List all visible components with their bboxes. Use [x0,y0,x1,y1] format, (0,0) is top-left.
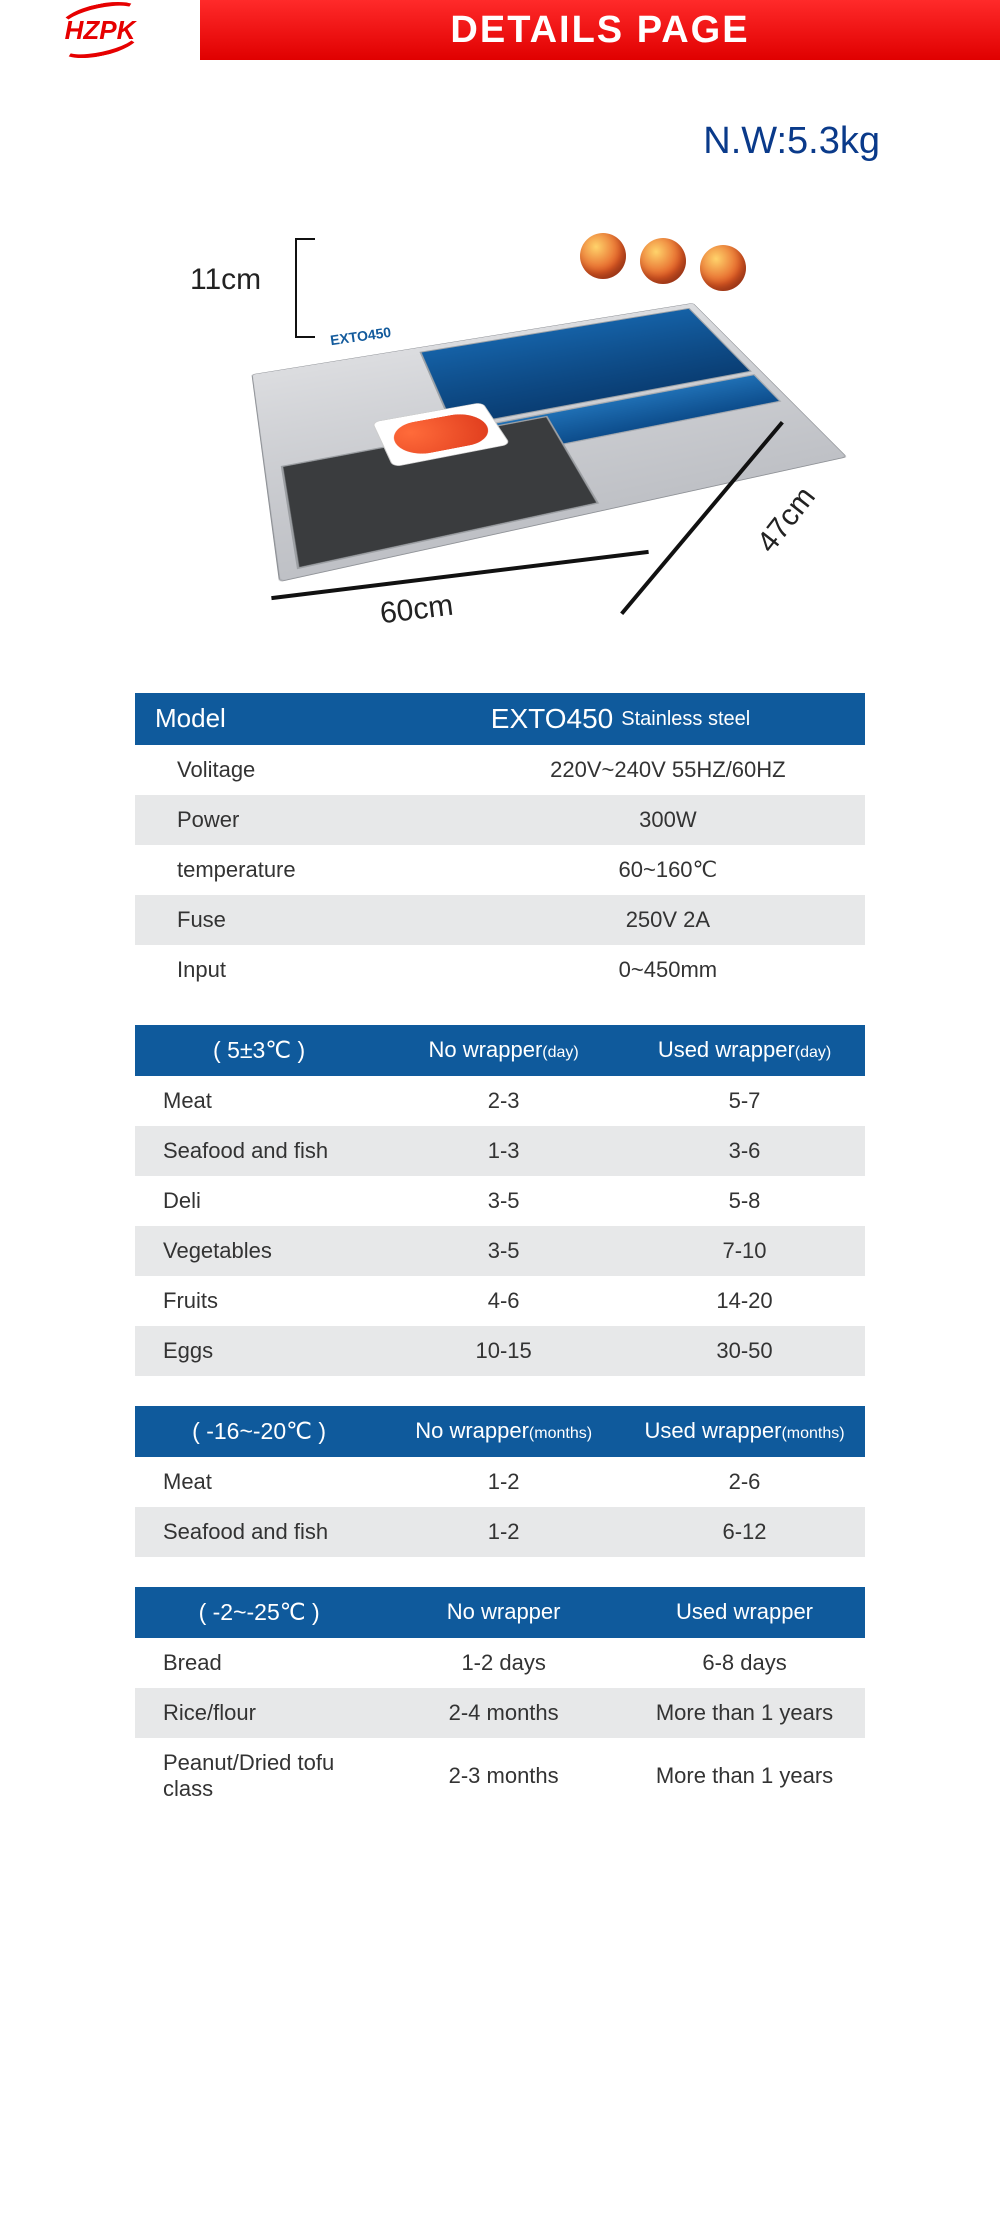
storage-no-wrapper: 4-6 [383,1276,624,1326]
dimension-depth: 47cm [751,481,823,560]
spec-value: 300W [471,795,865,845]
storage-used-wrapper: 6-8 days [624,1638,865,1688]
spec-row: Volitage220V~240V 55HZ/60HZ [135,745,865,795]
spec-value: 220V~240V 55HZ/60HZ [471,745,865,795]
storage-row: Meat2-35-7 [135,1076,865,1126]
storage-item: Seafood and fish [135,1126,383,1176]
storage-no-wrapper: 2-3 [383,1076,624,1126]
storage-item: Eggs [135,1326,383,1376]
spec-header-model: Model [135,693,471,745]
weight-value: 5.3kg [787,120,880,162]
spec-label: Fuse [135,895,471,945]
storage-row: Fruits4-614-20 [135,1276,865,1326]
spec-label: Input [135,945,471,995]
storage-row: Rice/flour2-4 monthsMore than 1 years [135,1688,865,1738]
model-tag: EXTO450 [329,324,392,348]
storage-item: Fruits [135,1276,383,1326]
weight-label: N.W: [703,120,787,162]
spec-row: Power300W [135,795,865,845]
storage-item: Deli [135,1176,383,1226]
storage-no-wrapper: 10-15 [383,1326,624,1376]
col-used-wrapper: Used wrapper(months) [624,1406,865,1457]
spec-table: Model EXTO450 Stainless steel Volitage22… [135,693,865,995]
storage-row: Eggs10-1530-50 [135,1326,865,1376]
spec-value: 250V 2A [471,895,865,945]
temp-range: ( -16~-20℃ ) [135,1406,383,1457]
spec-row: Fuse250V 2A [135,895,865,945]
product-diagram: 11cm EXTO450 60cm 47cm [120,183,880,643]
storage-no-wrapper: 1-2 [383,1457,624,1507]
storage-item: Peanut/Dried tofu class [135,1738,383,1814]
storage-used-wrapper: 30-50 [624,1326,865,1376]
storage-used-wrapper: 5-7 [624,1076,865,1126]
storage-used-wrapper: 2-6 [624,1457,865,1507]
brand-logo: HZPK [0,0,200,60]
dimension-height: 11cm [190,263,261,297]
storage-no-wrapper: 1-2 days [383,1638,624,1688]
storage-table-header: ( 5±3℃ )No wrapper(day)Used wrapper(day) [135,1025,865,1076]
col-no-wrapper: No wrapper [383,1587,624,1638]
storage-row: Deli3-55-8 [135,1176,865,1226]
spec-label: Volitage [135,745,471,795]
spec-value: 60~160℃ [471,845,865,895]
spec-label: temperature [135,845,471,895]
temp-range: ( 5±3℃ ) [135,1025,383,1076]
storage-used-wrapper: 7-10 [624,1226,865,1276]
storage-no-wrapper: 2-3 months [383,1751,624,1801]
storage-used-wrapper: 14-20 [624,1276,865,1326]
storage-item: Seafood and fish [135,1507,383,1557]
storage-no-wrapper: 3-5 [383,1176,624,1226]
storage-table-header: ( -2~-25℃ )No wrapperUsed wrapper [135,1587,865,1638]
storage-used-wrapper: More than 1 years [624,1751,865,1801]
spec-label: Power [135,795,471,845]
storage-no-wrapper: 1-3 [383,1126,624,1176]
col-used-wrapper: Used wrapper [624,1587,865,1638]
apple-icon [640,238,686,284]
storage-table-header: ( -16~-20℃ )No wrapper(months)Used wrapp… [135,1406,865,1457]
storage-item: Vegetables [135,1226,383,1276]
col-no-wrapper: No wrapper(months) [383,1406,624,1457]
storage-used-wrapper: 5-8 [624,1176,865,1226]
col-used-wrapper: Used wrapper(day) [624,1025,865,1076]
storage-table: ( -2~-25℃ )No wrapperUsed wrapperBread1-… [135,1587,865,1814]
spec-row: temperature60~160℃ [135,845,865,895]
storage-row: Peanut/Dried tofu class2-3 monthsMore th… [135,1738,865,1814]
temp-range: ( -2~-25℃ ) [135,1587,383,1638]
storage-used-wrapper: More than 1 years [624,1688,865,1738]
storage-row: Seafood and fish1-26-12 [135,1507,865,1557]
storage-used-wrapper: 3-6 [624,1126,865,1176]
storage-item: Meat [135,1457,383,1507]
page-title: DETAILS PAGE [200,0,1000,60]
storage-row: Meat1-22-6 [135,1457,865,1507]
storage-row: Bread1-2 days6-8 days [135,1638,865,1688]
apple-icon [580,233,626,279]
spec-value: 0~450mm [471,945,865,995]
storage-no-wrapper: 2-4 months [383,1688,624,1738]
spec-header-value: EXTO450 Stainless steel [471,693,865,745]
net-weight: N.W:5.3kg [0,60,1000,173]
storage-row: Seafood and fish1-33-6 [135,1126,865,1176]
spec-row: Input0~450mm [135,945,865,995]
storage-item: Rice/flour [135,1688,383,1738]
apple-icon [700,245,746,291]
header-bar: HZPK DETAILS PAGE [0,0,1000,60]
dimension-width: 60cm [378,589,455,632]
storage-no-wrapper: 3-5 [383,1226,624,1276]
storage-used-wrapper: 6-12 [624,1507,865,1557]
spec-table-header: Model EXTO450 Stainless steel [135,693,865,745]
storage-item: Meat [135,1076,383,1126]
storage-row: Vegetables3-57-10 [135,1226,865,1276]
storage-no-wrapper: 1-2 [383,1507,624,1557]
storage-table: ( -16~-20℃ )No wrapper(months)Used wrapp… [135,1406,865,1557]
col-no-wrapper: No wrapper(day) [383,1025,624,1076]
storage-item: Bread [135,1638,383,1688]
storage-table: ( 5±3℃ )No wrapper(day)Used wrapper(day)… [135,1025,865,1376]
